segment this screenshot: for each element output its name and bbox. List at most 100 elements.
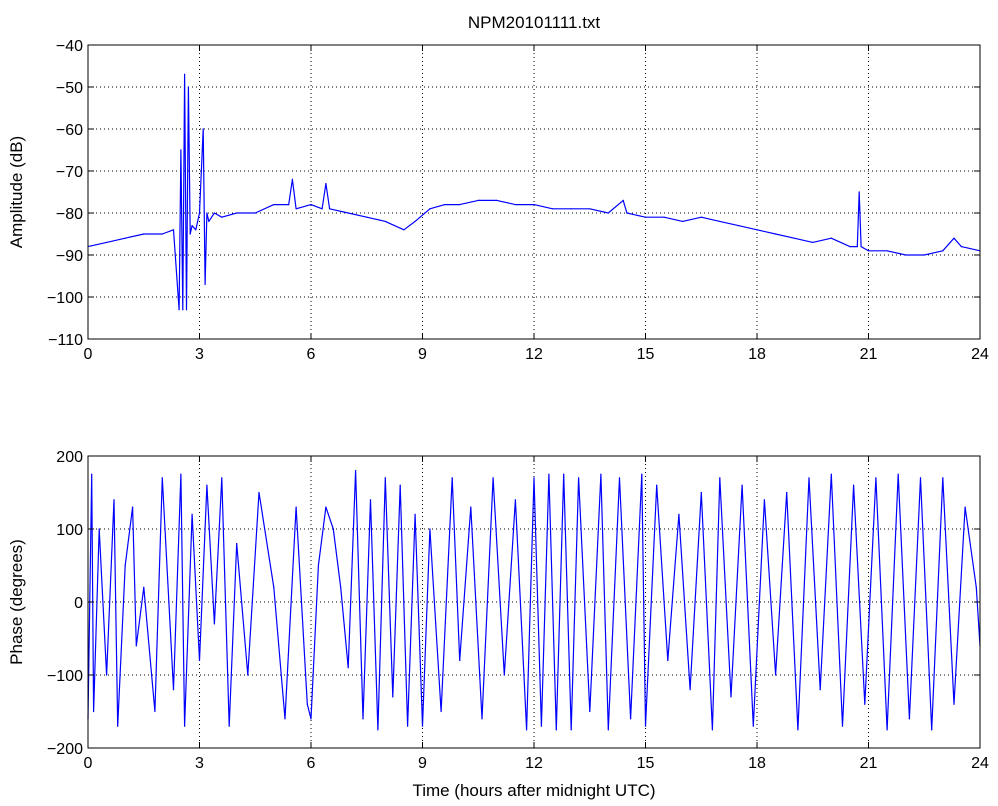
phase-data-point [786, 491, 788, 494]
amp-data-point [189, 233, 191, 235]
phase-data-point [198, 659, 201, 662]
phase-y-axis-label: Phase (degrees) [7, 539, 26, 665]
phase-x-tick-label: 24 [971, 755, 989, 772]
amp-data-point [202, 128, 204, 130]
phase-data-point [306, 703, 308, 705]
amp-data-point [273, 204, 275, 206]
amp-x-tick-label: 6 [307, 346, 316, 363]
phase-data-point [763, 499, 766, 501]
amp-y-tick-label: −50 [56, 80, 83, 97]
amp-data-point [570, 208, 572, 210]
amp-data-point [812, 241, 814, 243]
amp-data-point [195, 229, 197, 231]
phase-data-point [830, 473, 832, 475]
amp-data-point [291, 178, 294, 180]
phase-data-point [113, 499, 115, 501]
phase-data-point [132, 506, 134, 508]
amp-x-tick-label: 3 [195, 346, 204, 363]
phase-data-point [819, 689, 821, 691]
phase-data-point [897, 473, 899, 475]
phase-data-point [563, 473, 565, 475]
amp-data-point [589, 208, 591, 210]
phase-data-point [607, 729, 609, 731]
phase-data-point [414, 513, 416, 516]
phase-data-point [678, 513, 680, 516]
phase-data-point [503, 674, 505, 676]
amp-data-point [533, 204, 535, 206]
amp-data-point [429, 208, 431, 210]
phase-data-point [236, 543, 238, 545]
phase-data-point [184, 725, 186, 727]
amp-data-point [477, 199, 479, 201]
phase-data-point [451, 477, 453, 479]
amp-y-tick-label: −100 [47, 290, 83, 307]
phase-data-point [555, 729, 557, 731]
chart-title: NPM20101111.txt [468, 13, 601, 32]
phase-data-point [774, 674, 777, 676]
phase-data-point [135, 645, 137, 647]
amp-data-point [105, 241, 108, 243]
amp-data-point [830, 237, 832, 239]
amp-data-point [719, 220, 721, 222]
amp-x-tick-label: 9 [418, 346, 427, 363]
amp-data-point [626, 212, 628, 214]
amp-data-point [663, 216, 665, 218]
phase-data-point [953, 703, 955, 705]
amp-data-point [172, 229, 175, 231]
amp-data-point [414, 220, 416, 222]
phase-data-point [525, 729, 528, 731]
amp-data-point [514, 204, 517, 206]
amp-data-point [182, 309, 184, 311]
amp-data-point [444, 204, 446, 206]
phase-data-point [481, 718, 483, 720]
phase-y-tick-label: 200 [56, 449, 83, 466]
phase-data-point [730, 696, 732, 698]
phase-data-point [117, 725, 119, 727]
phase-data-point [470, 506, 472, 508]
amp-y-tick-label: −70 [56, 164, 83, 181]
phase-data-point [258, 491, 260, 494]
phase-y-tick-label: 100 [56, 522, 83, 539]
phase-data-point [213, 623, 215, 625]
amp-data-point [607, 212, 609, 214]
amp-data-point [208, 220, 210, 222]
phase-data-point [644, 725, 647, 727]
phase-data-point [161, 477, 163, 479]
amp-data-point [622, 199, 624, 201]
phase-data-point [841, 725, 844, 727]
amp-x-tick-label: 18 [748, 346, 766, 363]
amp-data-point [403, 229, 405, 231]
phase-x-tick-label: 6 [307, 755, 316, 772]
phase-y-tick-label: 0 [74, 595, 83, 612]
amp-data-point [905, 254, 907, 256]
phase-data-point [570, 729, 572, 731]
phase-y-tick-label: −200 [47, 741, 83, 758]
phase-data-point [369, 499, 372, 501]
phase-data-point [124, 564, 126, 567]
phase-data-point [325, 506, 327, 508]
phase-data-point [440, 710, 442, 713]
amp-data-point [551, 208, 554, 210]
phase-data-point [310, 718, 312, 720]
amp-data-point [644, 216, 647, 218]
amp-data-point [295, 208, 297, 210]
phase-data-point [92, 710, 95, 713]
phase-x-tick-label: 3 [195, 755, 204, 772]
amp-data-point [204, 283, 206, 285]
phase-data-point [719, 477, 721, 479]
phase-data-point [492, 477, 494, 479]
phase-data-point [429, 528, 431, 530]
phase-data-point [864, 703, 866, 705]
amp-data-point [953, 237, 955, 239]
amp-data-point [321, 208, 323, 210]
amp-x-tick-label: 12 [525, 346, 543, 363]
amp-data-point [682, 220, 684, 222]
phase-data-point [641, 473, 643, 475]
amp-data-point [288, 204, 290, 206]
amplitude-panel: 0 3 6 9 12 15 18 21 24 −110 −100 −90 −80 −70 −60 −50 −40… [7, 13, 989, 363]
amp-data-point [459, 204, 461, 206]
amp-y-tick-label: −90 [56, 248, 83, 265]
amp-data-point [774, 233, 777, 235]
amp-y-tick-label: −60 [56, 122, 83, 139]
